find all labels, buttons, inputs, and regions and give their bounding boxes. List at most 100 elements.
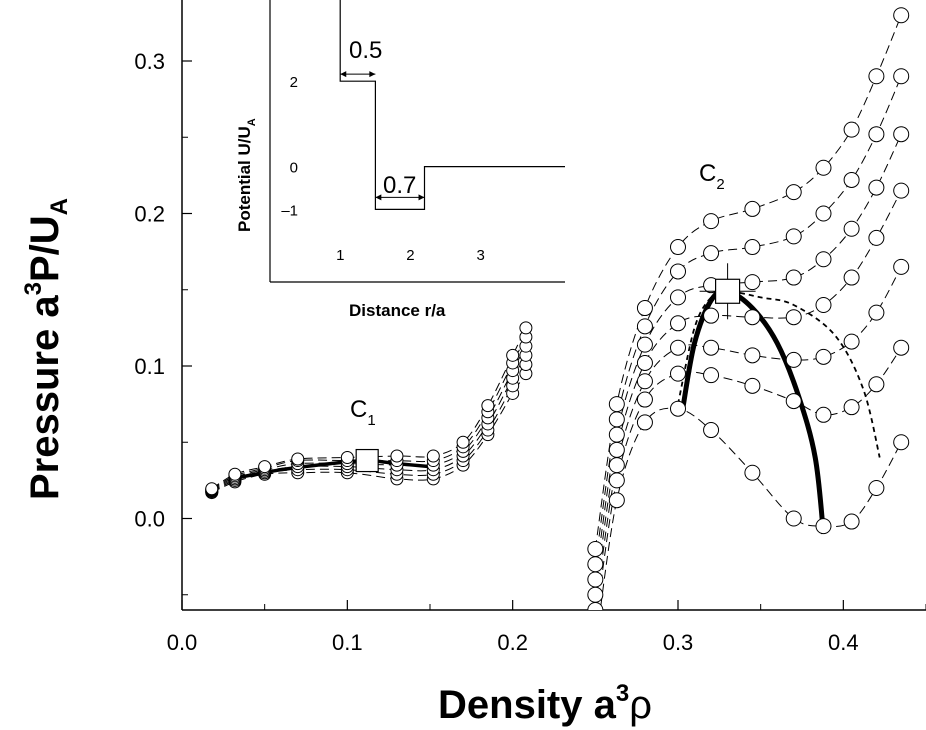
inset-axis-ticks: 1 2 3 2 0 –1 — [281, 74, 485, 264]
data-point — [785, 351, 802, 368]
data-point — [608, 472, 625, 489]
y-axis-ticks: 0.0 0.1 0.2 0.3 — [134, 49, 192, 596]
data-point — [390, 449, 404, 463]
data-point — [843, 171, 860, 188]
x-tick-label: 0.2 — [497, 630, 528, 655]
data-point — [744, 464, 761, 481]
x-tick-label: 0.1 — [332, 630, 363, 655]
data-point — [608, 426, 625, 443]
data-point — [703, 339, 720, 356]
y-axis-title: Pressure a3P/UA — [20, 198, 73, 500]
data-point — [868, 480, 885, 496]
data-point — [893, 68, 910, 85]
data-point — [291, 452, 305, 466]
spinodal-curve — [677, 290, 881, 458]
data-point — [636, 318, 653, 335]
data-point — [868, 126, 885, 143]
data-point — [703, 307, 720, 324]
data-point — [636, 336, 653, 353]
dimension-arrow-head — [418, 194, 425, 201]
data-point — [608, 411, 625, 428]
data-point — [843, 121, 860, 138]
data-point — [785, 309, 802, 326]
data-point — [843, 333, 860, 350]
inset-shoulder-width-label: 0.5 — [349, 37, 382, 64]
data-point — [636, 391, 653, 408]
critical-point-label-c1: C1 — [350, 396, 376, 429]
inset-x-tick-label: 3 — [477, 247, 485, 264]
data-point — [205, 482, 219, 496]
data-point — [608, 441, 625, 458]
data-point — [843, 399, 860, 416]
data-point — [228, 467, 242, 481]
critical-point-square — [355, 448, 379, 473]
data-point — [670, 263, 686, 280]
data-point — [815, 406, 832, 423]
inset-y-axis-title: Potential U/UA — [235, 118, 258, 232]
x-axis-title: Density a3ρ — [438, 680, 652, 727]
data-point — [815, 348, 832, 365]
isotherm-line — [594, 190, 902, 595]
spinodal-line — [677, 290, 881, 458]
simulation-points — [205, 7, 910, 610]
x-tick-label: 0.4 — [828, 630, 859, 655]
y-tick-label: 0.0 — [134, 507, 165, 532]
inset-y-tick-label: –1 — [281, 202, 298, 219]
data-point — [670, 339, 686, 356]
data-point — [744, 309, 761, 326]
data-point — [893, 126, 910, 143]
data-point — [815, 518, 832, 535]
data-point — [785, 184, 802, 201]
data-point — [703, 245, 720, 262]
inset-potential-plot: 1 2 3 2 0 –1 0.5 0.7 Distance r/a Potential U… — [235, 0, 565, 320]
data-point — [744, 377, 761, 394]
data-point — [636, 373, 653, 390]
data-point — [608, 396, 625, 413]
x-tick-label: 0.0 — [167, 630, 198, 655]
inset-width-arrows — [340, 71, 425, 201]
data-point — [893, 182, 910, 199]
dimension-arrow-head — [340, 71, 347, 78]
data-point — [868, 304, 885, 321]
data-point — [426, 449, 440, 463]
y-tick-label: 0.1 — [134, 354, 165, 379]
data-point — [636, 354, 653, 371]
x-tick-label: 0.3 — [663, 630, 694, 655]
data-point — [636, 300, 653, 317]
data-point — [608, 457, 625, 474]
y-tick-label: 0.2 — [134, 202, 165, 227]
data-point — [703, 422, 720, 439]
critical-point-label-c2: C2 — [699, 160, 725, 193]
critical-point-square — [714, 278, 741, 304]
data-point — [670, 289, 686, 306]
data-point — [258, 460, 272, 474]
data-point — [815, 297, 832, 313]
data-point — [506, 348, 520, 362]
data-point — [481, 399, 495, 413]
inset-y-tick-label: 2 — [290, 74, 298, 91]
data-point — [868, 229, 885, 246]
data-point — [744, 347, 761, 364]
isotherm-line — [594, 15, 902, 550]
data-point — [893, 434, 910, 451]
data-point — [703, 213, 720, 230]
data-point — [608, 492, 625, 509]
high-density-coexistence-line — [680, 288, 826, 535]
data-point — [587, 586, 604, 603]
critical-point-markers — [355, 263, 756, 473]
data-point — [587, 541, 604, 557]
data-point — [843, 220, 860, 237]
data-point — [744, 274, 761, 291]
inset-x-axis-title: Distance r/a — [349, 301, 446, 320]
data-point — [868, 376, 885, 393]
inset-background — [270, 0, 565, 282]
data-point — [670, 400, 686, 417]
data-point — [815, 251, 832, 268]
data-point — [636, 414, 653, 431]
inset-potential-line — [339, 0, 565, 210]
data-point — [785, 269, 802, 286]
data-point — [587, 556, 604, 573]
data-point — [785, 510, 802, 527]
data-point — [703, 367, 720, 384]
